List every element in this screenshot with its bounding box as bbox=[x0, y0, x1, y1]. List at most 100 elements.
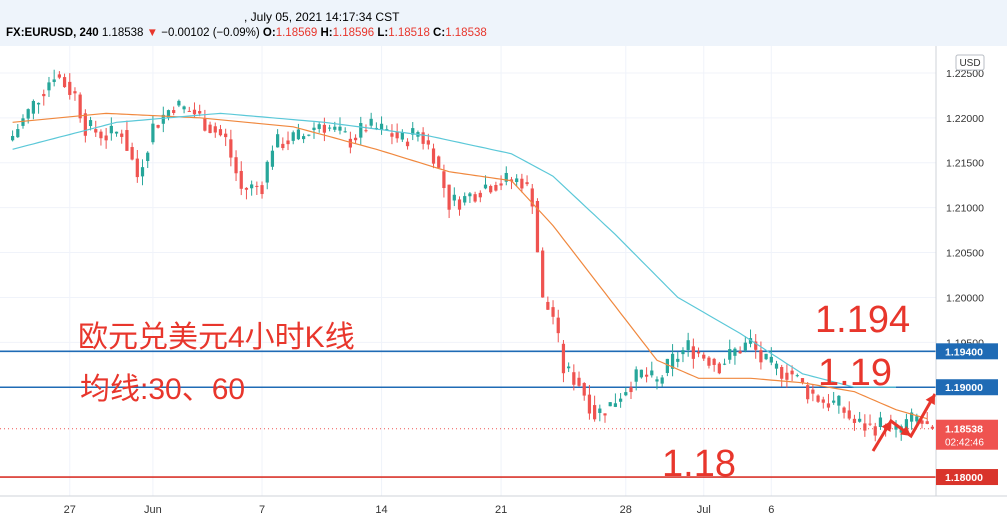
candle-body bbox=[73, 91, 77, 94]
time-axis[interactable]: 27 Jun 7 14 21 28 Jul 6 bbox=[64, 504, 775, 516]
candle-body bbox=[57, 74, 61, 78]
time-tick-label: 7 bbox=[259, 504, 265, 516]
candle-body bbox=[437, 156, 441, 168]
candle-body bbox=[88, 120, 93, 127]
candle-body bbox=[385, 129, 389, 131]
candle-body bbox=[270, 150, 275, 167]
countdown-label: 02:42:46 bbox=[945, 438, 984, 449]
candle-body bbox=[364, 130, 368, 132]
candle-body bbox=[21, 118, 25, 126]
candle-body bbox=[172, 110, 176, 113]
time-tick-label: Jun bbox=[144, 504, 162, 516]
candle-body bbox=[764, 353, 768, 360]
candle-body bbox=[338, 126, 342, 131]
candle-body bbox=[265, 161, 269, 183]
candle-body bbox=[613, 403, 618, 407]
candle-body bbox=[582, 383, 586, 396]
candle-body bbox=[769, 356, 773, 363]
arrow-head bbox=[925, 394, 935, 405]
candle-body bbox=[83, 113, 87, 136]
ma30-line bbox=[12, 112, 928, 420]
candle-body bbox=[146, 152, 150, 162]
time-tick-label: 28 bbox=[620, 504, 632, 516]
candle-body bbox=[541, 250, 545, 298]
candle-body bbox=[894, 425, 898, 430]
symbol-label[interactable]: FX:EURUSD, 240 bbox=[6, 27, 99, 39]
candle-body bbox=[650, 370, 654, 376]
candle-body bbox=[665, 358, 669, 373]
candle-body bbox=[644, 374, 649, 377]
candle-body bbox=[504, 172, 508, 182]
candle-body bbox=[473, 194, 477, 202]
candle-body bbox=[639, 369, 644, 378]
candle-body bbox=[811, 389, 815, 394]
level-price-box bbox=[936, 469, 998, 486]
candle-body bbox=[478, 192, 482, 198]
last-price-label: 1.18538 bbox=[945, 424, 983, 436]
price-axis[interactable]: 1.22500 1.22000 1.21500 1.21000 1.20500 1.200… bbox=[936, 68, 998, 486]
candle-body bbox=[234, 157, 238, 174]
candle-body bbox=[483, 184, 488, 189]
time-tick-label: 27 bbox=[64, 504, 76, 516]
price-tick-label: 1.21000 bbox=[946, 203, 984, 215]
candle-body bbox=[910, 412, 914, 422]
candle-body bbox=[816, 395, 820, 402]
candle-body bbox=[281, 143, 285, 149]
candle-body bbox=[99, 131, 103, 139]
candle-body bbox=[598, 408, 602, 413]
candle-body bbox=[317, 124, 321, 129]
candle-body bbox=[343, 131, 347, 133]
arrow-head bbox=[881, 421, 891, 432]
price-tick-label: 1.22000 bbox=[946, 113, 984, 125]
high-label: H: bbox=[320, 27, 333, 39]
candle-body bbox=[670, 353, 675, 369]
candle-body bbox=[593, 405, 597, 420]
currency-badge[interactable]: USD bbox=[955, 54, 985, 71]
candle-body bbox=[260, 185, 264, 195]
candle-body bbox=[291, 132, 295, 141]
candle-body bbox=[52, 79, 56, 82]
timestamp: , July 05, 2021 14:17:34 CST bbox=[244, 10, 400, 24]
candle-body bbox=[530, 188, 534, 207]
candle-body bbox=[515, 178, 519, 183]
candle-body bbox=[676, 358, 680, 362]
candle-body bbox=[863, 423, 867, 431]
candle-body bbox=[681, 350, 685, 355]
candle-body bbox=[572, 372, 576, 385]
annotation-1194: 1.194 bbox=[815, 299, 911, 341]
price-tick-label: 1.20000 bbox=[946, 292, 984, 304]
candle-body bbox=[878, 417, 883, 428]
candle-body bbox=[151, 123, 155, 143]
candle-body bbox=[426, 140, 430, 145]
candle-body bbox=[780, 367, 784, 379]
candle-body bbox=[728, 349, 732, 360]
candle-body bbox=[587, 394, 592, 414]
candle-body bbox=[442, 171, 446, 189]
candle-body bbox=[296, 129, 301, 140]
currency-badge-label: USD bbox=[959, 58, 980, 69]
candle-body bbox=[224, 133, 228, 138]
candle-body bbox=[68, 81, 72, 95]
time-tick-label: Jul bbox=[697, 504, 711, 516]
change-arrow: ▼ bbox=[146, 27, 159, 39]
candle-body bbox=[660, 377, 664, 384]
candlestick-chart[interactable]: 1.22500 1.22000 1.21500 1.21000 1.20500 1.200… bbox=[0, 46, 1007, 524]
candle-body bbox=[795, 375, 799, 377]
candle-body bbox=[567, 366, 571, 369]
open-label: O: bbox=[262, 27, 276, 39]
low-label: L: bbox=[377, 27, 389, 39]
candle-body bbox=[177, 100, 181, 106]
candle-body bbox=[624, 392, 628, 396]
candle-body bbox=[717, 363, 721, 374]
candle-body bbox=[754, 341, 758, 350]
time-tick-label: 14 bbox=[375, 504, 387, 516]
candle-body bbox=[140, 167, 145, 177]
time-tick-label: 6 bbox=[768, 504, 774, 516]
candle-body bbox=[457, 199, 462, 210]
candle-body bbox=[187, 110, 191, 112]
candle-body bbox=[431, 148, 436, 164]
candle-body bbox=[421, 132, 425, 144]
candle-body bbox=[94, 129, 98, 133]
candle-body bbox=[551, 307, 555, 317]
candle-body bbox=[120, 133, 124, 137]
